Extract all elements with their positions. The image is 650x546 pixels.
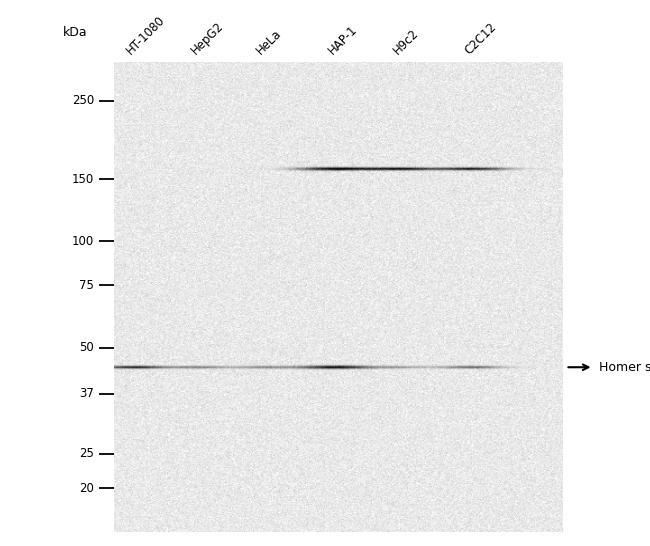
Text: 37: 37 <box>79 387 94 400</box>
Text: 25: 25 <box>79 448 94 460</box>
Text: HAP-1: HAP-1 <box>326 23 359 57</box>
Text: 50: 50 <box>79 341 94 354</box>
Text: 250: 250 <box>72 94 94 107</box>
Text: HeLa: HeLa <box>254 27 284 57</box>
Text: HT-1080: HT-1080 <box>124 14 168 57</box>
Text: 150: 150 <box>72 173 94 186</box>
Text: kDa: kDa <box>63 26 88 39</box>
Text: H9c2: H9c2 <box>391 27 421 57</box>
Text: 100: 100 <box>72 235 94 248</box>
Text: HepG2: HepG2 <box>189 20 227 57</box>
Text: Homer scaffold protein 1: Homer scaffold protein 1 <box>599 361 650 373</box>
Text: 20: 20 <box>79 482 94 495</box>
Text: 75: 75 <box>79 279 94 292</box>
Text: C2C12: C2C12 <box>462 21 499 57</box>
